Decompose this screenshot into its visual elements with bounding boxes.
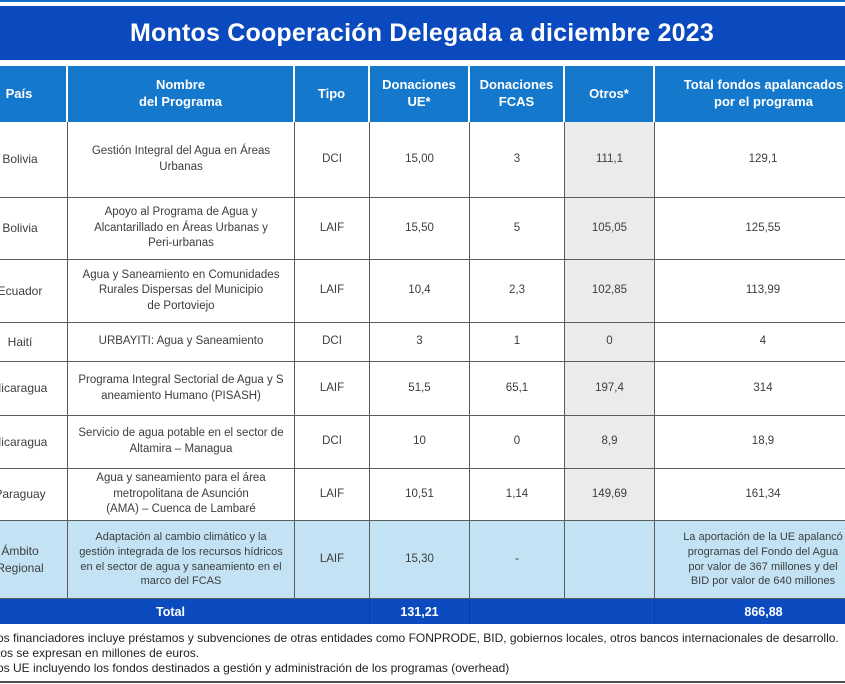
cell-donaciones-fcas: 1 xyxy=(470,323,565,362)
cell-tipo: LAIF xyxy=(295,198,370,260)
cell-otros: 197,4 xyxy=(565,362,655,416)
cell-total: 161,34 xyxy=(655,469,845,521)
cell-donaciones-ue: 15,30 xyxy=(370,521,470,599)
total-donaciones-ue: 131,21 xyxy=(370,599,470,624)
cell-country: Ecuador xyxy=(0,260,68,323)
cell-program: Agua y saneamiento para el área metropol… xyxy=(68,469,295,521)
footnote-line: os financiadores incluye préstamos y sub… xyxy=(0,631,839,645)
cell-donaciones-ue: 10,4 xyxy=(370,260,470,323)
cell-donaciones-ue: 15,00 xyxy=(370,122,470,198)
table-total-row: Total 131,21 866,88 xyxy=(0,599,845,624)
table-sheet: Montos Cooperación Delegada a diciembre … xyxy=(0,6,845,683)
column-header-donaciones-fcas: Donaciones FCAS xyxy=(470,66,565,122)
cell-program: Apoyo al Programa de Agua y Alcantarilla… xyxy=(68,198,295,260)
cell-otros xyxy=(565,521,655,599)
cell-country: Nicaragua xyxy=(0,416,68,469)
cell-total: 113,99 xyxy=(655,260,845,323)
cell-tipo: DCI xyxy=(295,122,370,198)
cell-program: Servicio de agua potable en el sector de… xyxy=(68,416,295,469)
total-label: Total xyxy=(0,599,370,624)
cell-donaciones-ue: 10,51 xyxy=(370,469,470,521)
cell-donaciones-ue: 15,50 xyxy=(370,198,470,260)
table-header-row: País Nombre del Programa Tipo Donaciones… xyxy=(0,66,845,122)
table-row: Paraguay Agua y saneamiento para el área… xyxy=(0,469,845,521)
cell-otros: 0 xyxy=(565,323,655,362)
cell-tipo: LAIF xyxy=(295,260,370,323)
cell-donaciones-fcas: 65,1 xyxy=(470,362,565,416)
cell-donaciones-fcas: 2,3 xyxy=(470,260,565,323)
cell-tipo: DCI xyxy=(295,416,370,469)
cell-tipo: LAIF xyxy=(295,469,370,521)
cell-otros: 111,1 xyxy=(565,122,655,198)
table-row: Nicaragua Servicio de agua potable en el… xyxy=(0,416,845,469)
cell-total: 18,9 xyxy=(655,416,845,469)
table-title-band: Montos Cooperación Delegada a diciembre … xyxy=(0,6,845,60)
cell-tipo: LAIF xyxy=(295,521,370,599)
cell-donaciones-fcas: 0 xyxy=(470,416,565,469)
column-header-total: Total fondos apalancados por el programa xyxy=(655,66,845,122)
cell-total: La aportación de la UE apalancó programa… xyxy=(655,521,845,599)
cell-total: 314 xyxy=(655,362,845,416)
cell-tipo: DCI xyxy=(295,323,370,362)
cell-country: Ámbito Regional xyxy=(0,521,68,599)
column-header-programa: Nombre del Programa xyxy=(68,66,295,122)
cell-donaciones-fcas: 1,14 xyxy=(470,469,565,521)
cell-donaciones-fcas: 3 xyxy=(470,122,565,198)
footnote-line: tos se expresan en millones de euros. xyxy=(0,646,200,660)
cell-donaciones-fcas: - xyxy=(470,521,565,599)
table-row: Haití URBAYITI: Agua y Saneamiento DCI 3… xyxy=(0,323,845,362)
table-body: Bolivia Gestión Integral del Agua en Áre… xyxy=(0,122,845,599)
cell-program: URBAYITI: Agua y Saneamiento xyxy=(68,323,295,362)
cell-otros: 149,69 xyxy=(565,469,655,521)
cell-donaciones-ue: 10 xyxy=(370,416,470,469)
cell-otros: 102,85 xyxy=(565,260,655,323)
table-row: Ecuador Agua y Saneamiento en Comunidade… xyxy=(0,260,845,323)
footnotes: os financiadores incluye préstamos y sub… xyxy=(0,631,845,676)
footnote-line: os UE incluyendo los fondos destinados a… xyxy=(0,661,510,675)
total-fondos: 866,88 xyxy=(744,604,783,619)
column-header-donaciones-ue: Donaciones UE* xyxy=(370,66,470,122)
cell-country: Nicaragua xyxy=(0,362,68,416)
table-row-regional: Ámbito Regional Adaptación al cambio cli… xyxy=(0,521,845,599)
table-row: Bolivia Gestión Integral del Agua en Áre… xyxy=(0,122,845,198)
cell-country: Paraguay xyxy=(0,469,68,521)
top-edge-rule xyxy=(0,0,845,2)
column-header-otros: Otros* xyxy=(565,66,655,122)
cell-country: Haití xyxy=(0,323,68,362)
cell-total: 125,55 xyxy=(655,198,845,260)
total-middle-empty xyxy=(470,599,655,624)
column-header-pais: País xyxy=(0,66,68,122)
page-title: Montos Cooperación Delegada a diciembre … xyxy=(130,18,714,47)
cell-donaciones-ue: 3 xyxy=(370,323,470,362)
table-row: Nicaragua Programa Integral Sectorial de… xyxy=(0,362,845,416)
cell-country: Bolivia xyxy=(0,198,68,260)
cell-tipo: LAIF xyxy=(295,362,370,416)
cell-otros: 105,05 xyxy=(565,198,655,260)
table-row: Bolivia Apoyo al Programa de Agua y Alca… xyxy=(0,198,845,260)
cell-program: Agua y Saneamiento en Comunidades Rurale… xyxy=(68,260,295,323)
cell-total: 129,1 xyxy=(655,122,845,198)
cell-donaciones-ue: 51,5 xyxy=(370,362,470,416)
cell-program: Gestión Integral del Agua en Áreas Urban… xyxy=(68,122,295,198)
cell-country: Bolivia xyxy=(0,122,68,198)
column-header-tipo: Tipo xyxy=(295,66,370,122)
cell-total: 4 xyxy=(655,323,845,362)
cell-program: Adaptación al cambio climático y la gest… xyxy=(68,521,295,599)
cell-otros: 8,9 xyxy=(565,416,655,469)
cell-donaciones-fcas: 5 xyxy=(470,198,565,260)
cell-program: Programa Integral Sectorial de Agua y S … xyxy=(68,362,295,416)
bottom-rule xyxy=(0,681,845,683)
